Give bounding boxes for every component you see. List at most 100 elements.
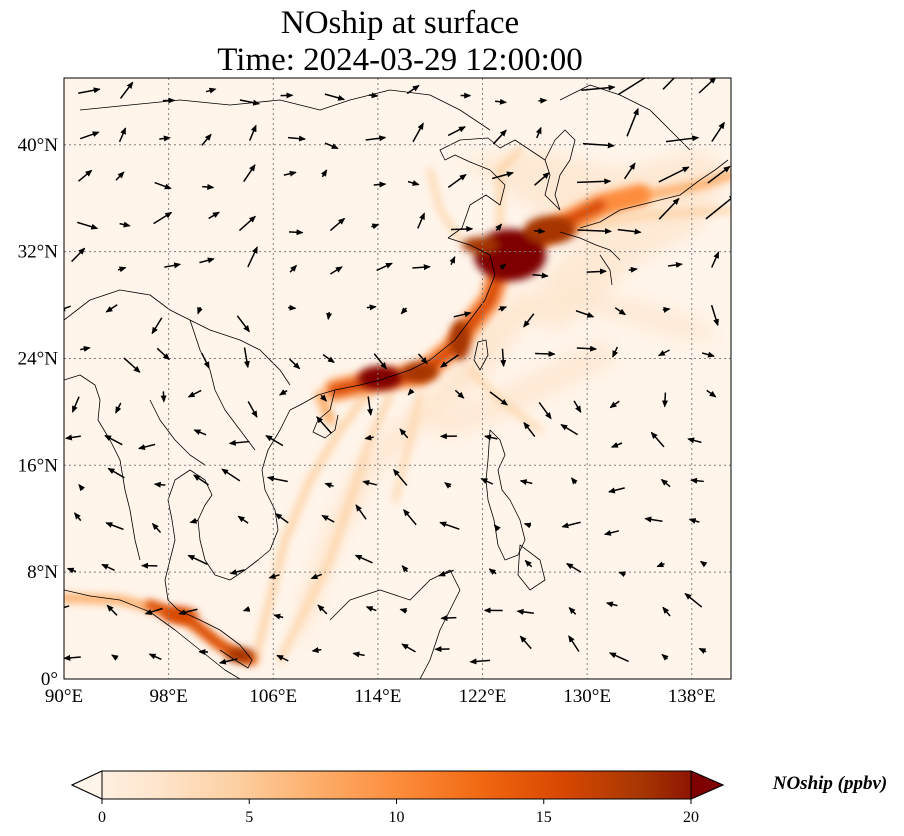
wind-arrow [576, 345, 598, 352]
wind-arrow [101, 563, 115, 571]
wind-vectors [64, 78, 731, 665]
wind-arrow [412, 122, 424, 143]
wind-arrow [193, 429, 207, 436]
wind-arrow [403, 509, 417, 526]
wind-arrow [187, 554, 208, 565]
map-title-line2: Time: 2024-03-29 12:00:00 [217, 42, 583, 78]
wind-arrow [571, 477, 578, 485]
wind-arrow [618, 571, 626, 578]
wind-arrow [484, 434, 498, 441]
wind-arrow [628, 266, 638, 273]
wind-arrow [151, 522, 162, 534]
wind-arrow [684, 593, 703, 608]
wind-arrow [707, 165, 731, 184]
lat-tick-label: 0° [41, 669, 58, 690]
wind-arrow [665, 135, 700, 143]
wind-arrow [568, 606, 577, 615]
wind-arrow [493, 524, 501, 532]
wind-arrow [412, 264, 431, 271]
wind-arrow [197, 306, 203, 315]
wind-arrow [582, 142, 615, 149]
wind-arrow [605, 601, 618, 608]
wind-arrow [365, 606, 377, 612]
wind-arrow [609, 400, 620, 409]
wind-arrow [144, 607, 163, 615]
wind-arrow [236, 315, 250, 333]
wind-arrow [266, 475, 288, 483]
wind-arrow [393, 468, 408, 486]
wind-arrow [373, 181, 387, 188]
wind-arrow [401, 643, 416, 653]
wind-arrow [495, 98, 507, 105]
wind-arrow [368, 92, 379, 99]
wind-arrow [690, 477, 704, 484]
wind-arrow [107, 467, 125, 479]
colorbar: 0 5 10 15 20 NOship (ppbv) [70, 770, 888, 826]
latitude-tick-labels: 0° 8°N 16°N 24°N 32°N 40°N [18, 135, 59, 690]
wind-arrow [534, 228, 546, 235]
colorbar-label: NOship (ppbv) [772, 773, 888, 794]
wind-arrow [354, 554, 373, 564]
wind-arrow [289, 358, 301, 370]
wind-arrow [243, 347, 250, 369]
wind-arrow [201, 133, 212, 146]
wind-arrow [66, 567, 77, 574]
wind-arrow [366, 304, 377, 311]
lon-tick-label: 130°E [563, 686, 611, 707]
wind-arrow [320, 169, 328, 178]
wind-arrow [400, 307, 408, 315]
wind-arrow [488, 568, 497, 575]
lat-tick-label: 24°N [18, 348, 59, 369]
wind-arrow [573, 400, 582, 413]
wind-arrow [78, 483, 86, 492]
wind-arrow [118, 127, 127, 143]
wind-arrow [310, 573, 323, 580]
wind-arrow [440, 615, 457, 622]
wind-arrow [238, 215, 257, 232]
wind-arrow [661, 653, 669, 661]
lon-tick-label: 106°E [249, 686, 297, 707]
wind-arrow [317, 604, 328, 615]
lon-tick-label: 138°E [668, 686, 716, 707]
wind-arrow [205, 87, 217, 94]
wind-arrow [274, 513, 289, 524]
wind-arrow [111, 654, 119, 661]
wind-arrow [201, 352, 210, 369]
lon-tick-label: 98°E [150, 686, 188, 707]
wind-arrow [656, 561, 665, 568]
wind-arrow [362, 480, 377, 486]
wind-arrow [662, 306, 671, 313]
wind-arrow [364, 434, 374, 441]
wind-arrow [164, 262, 182, 269]
wind-arrow [376, 262, 393, 272]
wind-arrow [265, 435, 284, 447]
wind-arrow [237, 515, 249, 524]
wind-arrow [561, 521, 581, 529]
wind-arrow [115, 402, 122, 414]
wind-arrow [480, 477, 494, 485]
lon-tick-label: 122°E [459, 686, 507, 707]
wind-arrow [532, 272, 549, 279]
colorbar-tick-label: 0 [98, 809, 106, 826]
wind-arrow [228, 439, 250, 446]
wind-arrow [407, 388, 415, 396]
wind-arrow [320, 394, 327, 402]
wind-arrow [519, 635, 532, 650]
wind-arrow [447, 126, 466, 137]
colorbar-tick-label: 15 [536, 809, 552, 826]
wind-arrow [324, 482, 334, 489]
wind-arrow [701, 351, 715, 358]
wind-arrow [329, 217, 346, 232]
wind-arrow [626, 107, 639, 137]
wind-arrow [440, 354, 459, 368]
wind-arrow [321, 514, 335, 523]
wind-arrow [71, 247, 86, 263]
map-frame [63, 77, 732, 680]
wind-arrow [495, 223, 503, 231]
wind-arrow [698, 78, 717, 94]
wind-arrow [187, 389, 202, 398]
wind-arrow [565, 562, 582, 573]
wind-arrow [366, 396, 373, 417]
wind-arrow [371, 223, 380, 230]
